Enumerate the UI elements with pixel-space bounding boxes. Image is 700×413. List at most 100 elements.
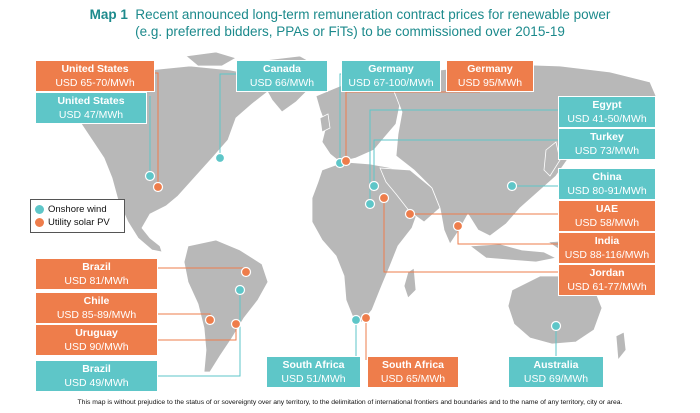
map-title: Map 1 Recent announced long-term remuner… [0,6,700,40]
connector-in-solar [457,226,558,245]
legend-solar-label: Utility solar PV [48,217,110,228]
legend-solar-row: Utility solar PV [35,216,120,229]
label-country: Chile [83,295,110,307]
label-in-solar: India USD 88-116/MWh [558,232,656,264]
connector-uy-solar [158,324,237,341]
connector-jo-solar [383,198,558,273]
label-tr-wind: Turkey USD 73/MWh [558,128,656,160]
label-cn-wind: China USD 80-91/MWh [558,168,656,200]
marker-tr-wind [368,180,380,192]
label-us-solar: United States USD 65-70/MWh [35,60,155,92]
marker-eg-wind [364,198,376,210]
label-price: USD 81/MWh [64,275,129,287]
map-disclaimer: This map is without prejudice to the sta… [77,399,623,406]
label-price: USD 41-50/MWh [567,113,647,125]
marker-ca-wind [214,152,226,164]
marker-uae-solar [404,208,416,220]
marker-jo-solar [378,192,390,204]
label-br-wind: Brazil USD 49/MWh [35,360,158,392]
label-price: USD 61-77/MWh [567,281,647,293]
label-country: United States [57,95,125,107]
label-country: Germany [467,63,513,75]
south-america [183,239,269,373]
label-za-wind: South Africa USD 51/MWh [266,356,361,388]
marker-za-solar [360,312,372,324]
legend-wind-label: Onshore wind [48,204,107,215]
label-country: China [592,171,622,183]
label-price: USD 95/MWh [457,77,523,89]
label-country: Australia [533,359,579,371]
wind-connectors [149,73,558,377]
label-price: USD 90/MWh [64,341,129,353]
marker-za-wind [350,314,362,326]
uk [319,113,331,133]
label-price: USD 51/MWh [281,373,346,385]
marker-us-solar [152,181,164,193]
label-uae-solar: UAE USD 58/MWh [558,200,656,232]
label-de-solar: Germany USD 95/MWh [446,60,534,92]
label-price: USD 66/MWh [249,77,315,89]
title-line-1: Recent announced long-term remuneration … [135,7,611,22]
label-price: USD 49/MWh [64,377,129,389]
label-country: UAE [595,203,619,215]
label-eg-wind: Egypt USD 41-50/MWh [558,96,656,128]
label-country: Canada [263,63,301,75]
label-country: South Africa [381,359,445,371]
connector-de-solar [345,91,480,161]
label-ca-wind: Canada USD 66/MWh [236,60,328,92]
label-price: USD 67-100/MWh [348,77,434,89]
marker-br-wind [234,284,246,296]
label-country: Egypt [592,99,622,111]
label-au-wind: Australia USD 69/MWh [508,356,604,388]
label-price: USD 58/MWh [574,217,640,229]
label-jo-solar: Jordan USD 61-77/MWh [558,264,656,296]
label-price: USD 88-116/MWh [564,249,650,261]
marker-cl-solar [204,314,216,326]
japan [543,141,561,177]
label-price: USD 69/MWh [523,373,589,385]
label-za-solar: South Africa USD 65/MWh [367,356,459,388]
marker-de-solar [340,155,352,167]
wind-dot-icon [35,205,44,214]
marker-uy-solar [230,318,242,330]
legend-wind-row: Onshore wind [35,203,120,216]
label-country: Brazil [82,363,111,375]
map-number: Map 1 [89,7,128,22]
label-country: Uruguay [75,327,118,339]
connector-br-wind [158,290,241,377]
arctic-islands [185,51,238,67]
connector-eg-wind [369,109,558,204]
solar-dot-icon [35,218,44,227]
label-uy-solar: Uruguay USD 90/MWh [35,324,158,356]
new-zealand [615,331,627,362]
label-country: United States [61,63,129,75]
label-price: USD 65/MWh [380,373,446,385]
marker-us-wind [144,170,156,182]
connector-tr-wind [373,139,558,186]
marker-in-solar [452,220,464,232]
label-country: India [594,235,620,247]
marker-br-solar [240,266,252,278]
marker-au-wind [550,320,562,332]
label-us-wind: United States USD 47/MWh [35,92,147,124]
madagascar [403,267,417,299]
indonesia [468,243,558,263]
connector-ca-wind [219,73,236,158]
marker-cn-wind [506,180,518,192]
label-price: USD 80-91/MWh [567,185,647,197]
label-price: USD 65-70/MWh [55,77,135,89]
label-price: USD 47/MWh [58,109,124,121]
label-de-wind: Germany USD 67-100/MWh [341,60,441,92]
label-country: Germany [368,63,414,75]
label-price: USD 73/MWh [574,145,640,157]
label-br-solar: Brazil USD 81/MWh [35,258,158,290]
label-cl-solar: Chile USD 85-89/MWh [35,292,158,324]
label-country: Turkey [590,131,624,143]
label-country: Jordan [589,267,625,279]
map-legend: Onshore wind Utility solar PV [30,199,125,233]
label-price: USD 85-89/MWh [56,309,137,321]
label-country: South Africa [282,359,345,371]
middle-east [379,167,441,223]
markers [144,152,562,332]
label-country: Brazil [82,261,111,273]
